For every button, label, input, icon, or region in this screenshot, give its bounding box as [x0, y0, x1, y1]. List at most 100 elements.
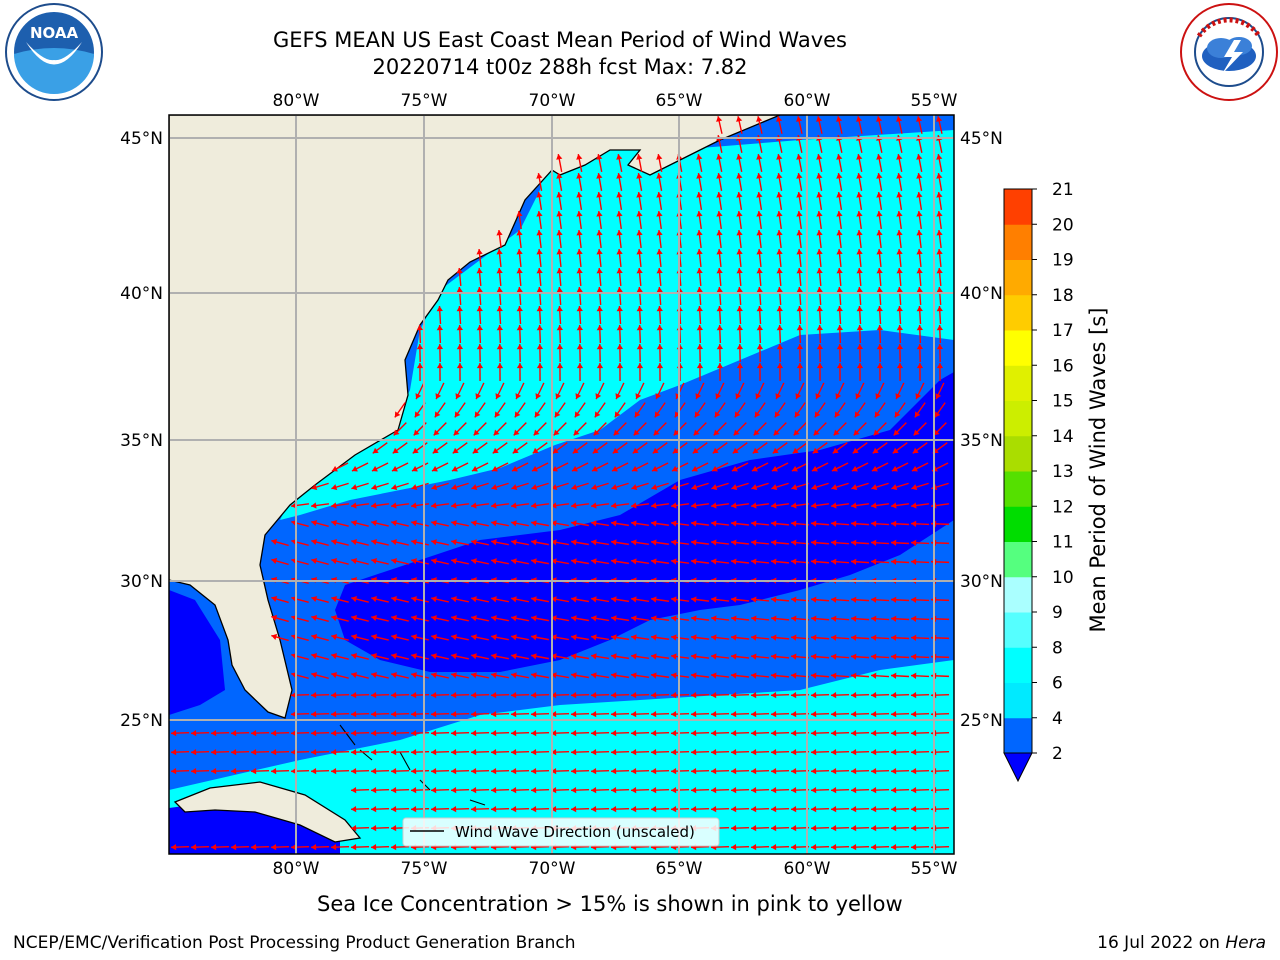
wind-arrow-head [651, 692, 657, 699]
colorbar-tick-label: 8 [1052, 638, 1063, 658]
wind-arrow-head [771, 615, 777, 622]
wind-arrow-head [392, 447, 399, 454]
wind-arrow-head [796, 287, 803, 293]
wind-arrow-head [811, 672, 817, 679]
wind-arrow-head [231, 730, 237, 737]
wind-arrow-head [831, 844, 837, 851]
wind-arrow-head [911, 558, 917, 565]
wind-arrow-head [796, 268, 803, 274]
footer-date-text: 16 Jul 2022 on [1097, 933, 1226, 953]
wind-arrow-head [491, 787, 497, 794]
wind-arrow-head [731, 634, 737, 641]
wind-arrow-head [576, 249, 583, 255]
wind-arrow-head [695, 393, 702, 400]
wind-arrow-head [714, 411, 721, 418]
wind-arrow-head [871, 484, 878, 491]
wind-arrow-head [913, 429, 920, 436]
wind-arrow-head [711, 502, 717, 509]
wind-arrow-head [453, 429, 460, 436]
wind-arrow-head [331, 595, 338, 603]
wind-arrow-head [755, 393, 762, 400]
wind-arrow-head [751, 825, 757, 832]
wind-arrow-head [936, 268, 943, 274]
wind-arrow-head [773, 429, 780, 436]
wind-arrow-head [751, 520, 757, 527]
wind-arrow-head [716, 325, 723, 331]
wind-arrow-head [251, 730, 257, 737]
wind-arrow-head [616, 287, 623, 293]
wind-arrow-head [891, 672, 897, 679]
noaa-logo-icon: NOAA [5, 3, 103, 101]
wind-arrow-head [876, 230, 883, 236]
wind-arrow-head [911, 749, 917, 756]
wind-arrow-head [571, 502, 577, 509]
wind-arrow-head [311, 633, 318, 641]
wind-arrow-head [576, 211, 583, 217]
wind-arrow-head [871, 558, 877, 565]
wind-arrow-head [871, 653, 877, 660]
wind-arrow-head [431, 768, 437, 775]
wind-arrow-head [756, 268, 763, 274]
wind-arrow-head [671, 787, 677, 794]
wind-arrow-head [833, 429, 840, 436]
wind-arrow-head [271, 538, 278, 545]
wind-arrow-head [616, 306, 623, 312]
wind-arrow-head [911, 502, 917, 509]
wind-arrow-head [691, 672, 697, 679]
wind-arrow-head [511, 502, 517, 509]
wind-arrow-head [753, 429, 760, 436]
lat-label-left-4: 30°N [120, 572, 163, 592]
wind-arrow-head [496, 230, 503, 236]
wind-arrow-head [876, 154, 883, 160]
wind-arrow-head [671, 502, 677, 509]
wind-arrow-head [451, 787, 457, 794]
wind-arrow-head [771, 465, 778, 472]
wind-arrow-head [411, 634, 417, 641]
wind-arrow-head [716, 249, 723, 255]
wind-arrow-head [371, 484, 378, 491]
wind-arrow-head [911, 653, 917, 660]
wind-arrow-head [491, 615, 497, 622]
wind-arrow-head [836, 230, 843, 236]
wind-arrow-head [796, 154, 803, 160]
wind-arrow-head [391, 806, 397, 813]
wind-arrow-head [831, 465, 838, 472]
wind-arrow-head [571, 558, 577, 565]
wind-arrow-head [531, 672, 537, 679]
wind-arrow-head [871, 711, 877, 718]
wind-arrow-head [511, 692, 517, 699]
wind-arrow-head [816, 173, 823, 179]
wind-arrow-head [816, 268, 823, 274]
wind-arrow-head [391, 520, 397, 527]
wind-arrow-head [391, 749, 397, 756]
wind-arrow-head [896, 344, 904, 350]
lon-label-top-2: 75°W [401, 91, 448, 111]
wind-arrow-head [936, 363, 944, 369]
wind-arrow-head [431, 502, 437, 509]
wind-arrow-head [451, 465, 458, 472]
wind-arrow-head [531, 653, 537, 660]
wind-arrow-head [896, 325, 903, 331]
wind-arrow-head [371, 844, 377, 851]
wind-arrow-head [431, 634, 437, 641]
wind-arrow-head [836, 154, 843, 160]
wind-arrow-head [536, 173, 543, 179]
wind-arrow-head [734, 411, 741, 418]
wind-arrow-head [291, 768, 297, 775]
wind-arrow-head [853, 429, 860, 436]
wind-arrow-head [596, 211, 603, 217]
colorbar-tick-label: 15 [1052, 392, 1074, 412]
wind-arrow-head [911, 484, 918, 491]
wind-arrow-head [816, 192, 823, 198]
wind-arrow-head [912, 447, 919, 454]
wind-arrow-head [511, 465, 518, 472]
wind-arrow-head [596, 268, 603, 274]
wind-arrow-head [654, 411, 661, 418]
wind-arrow-head [631, 634, 637, 641]
wind-arrow-head [534, 411, 541, 418]
wind-arrow-head [756, 306, 763, 312]
wind-arrow-head [852, 447, 859, 454]
wind-arrow-head [591, 749, 597, 756]
wind-arrow-head [575, 393, 582, 400]
wind-arrow-head [691, 502, 697, 509]
